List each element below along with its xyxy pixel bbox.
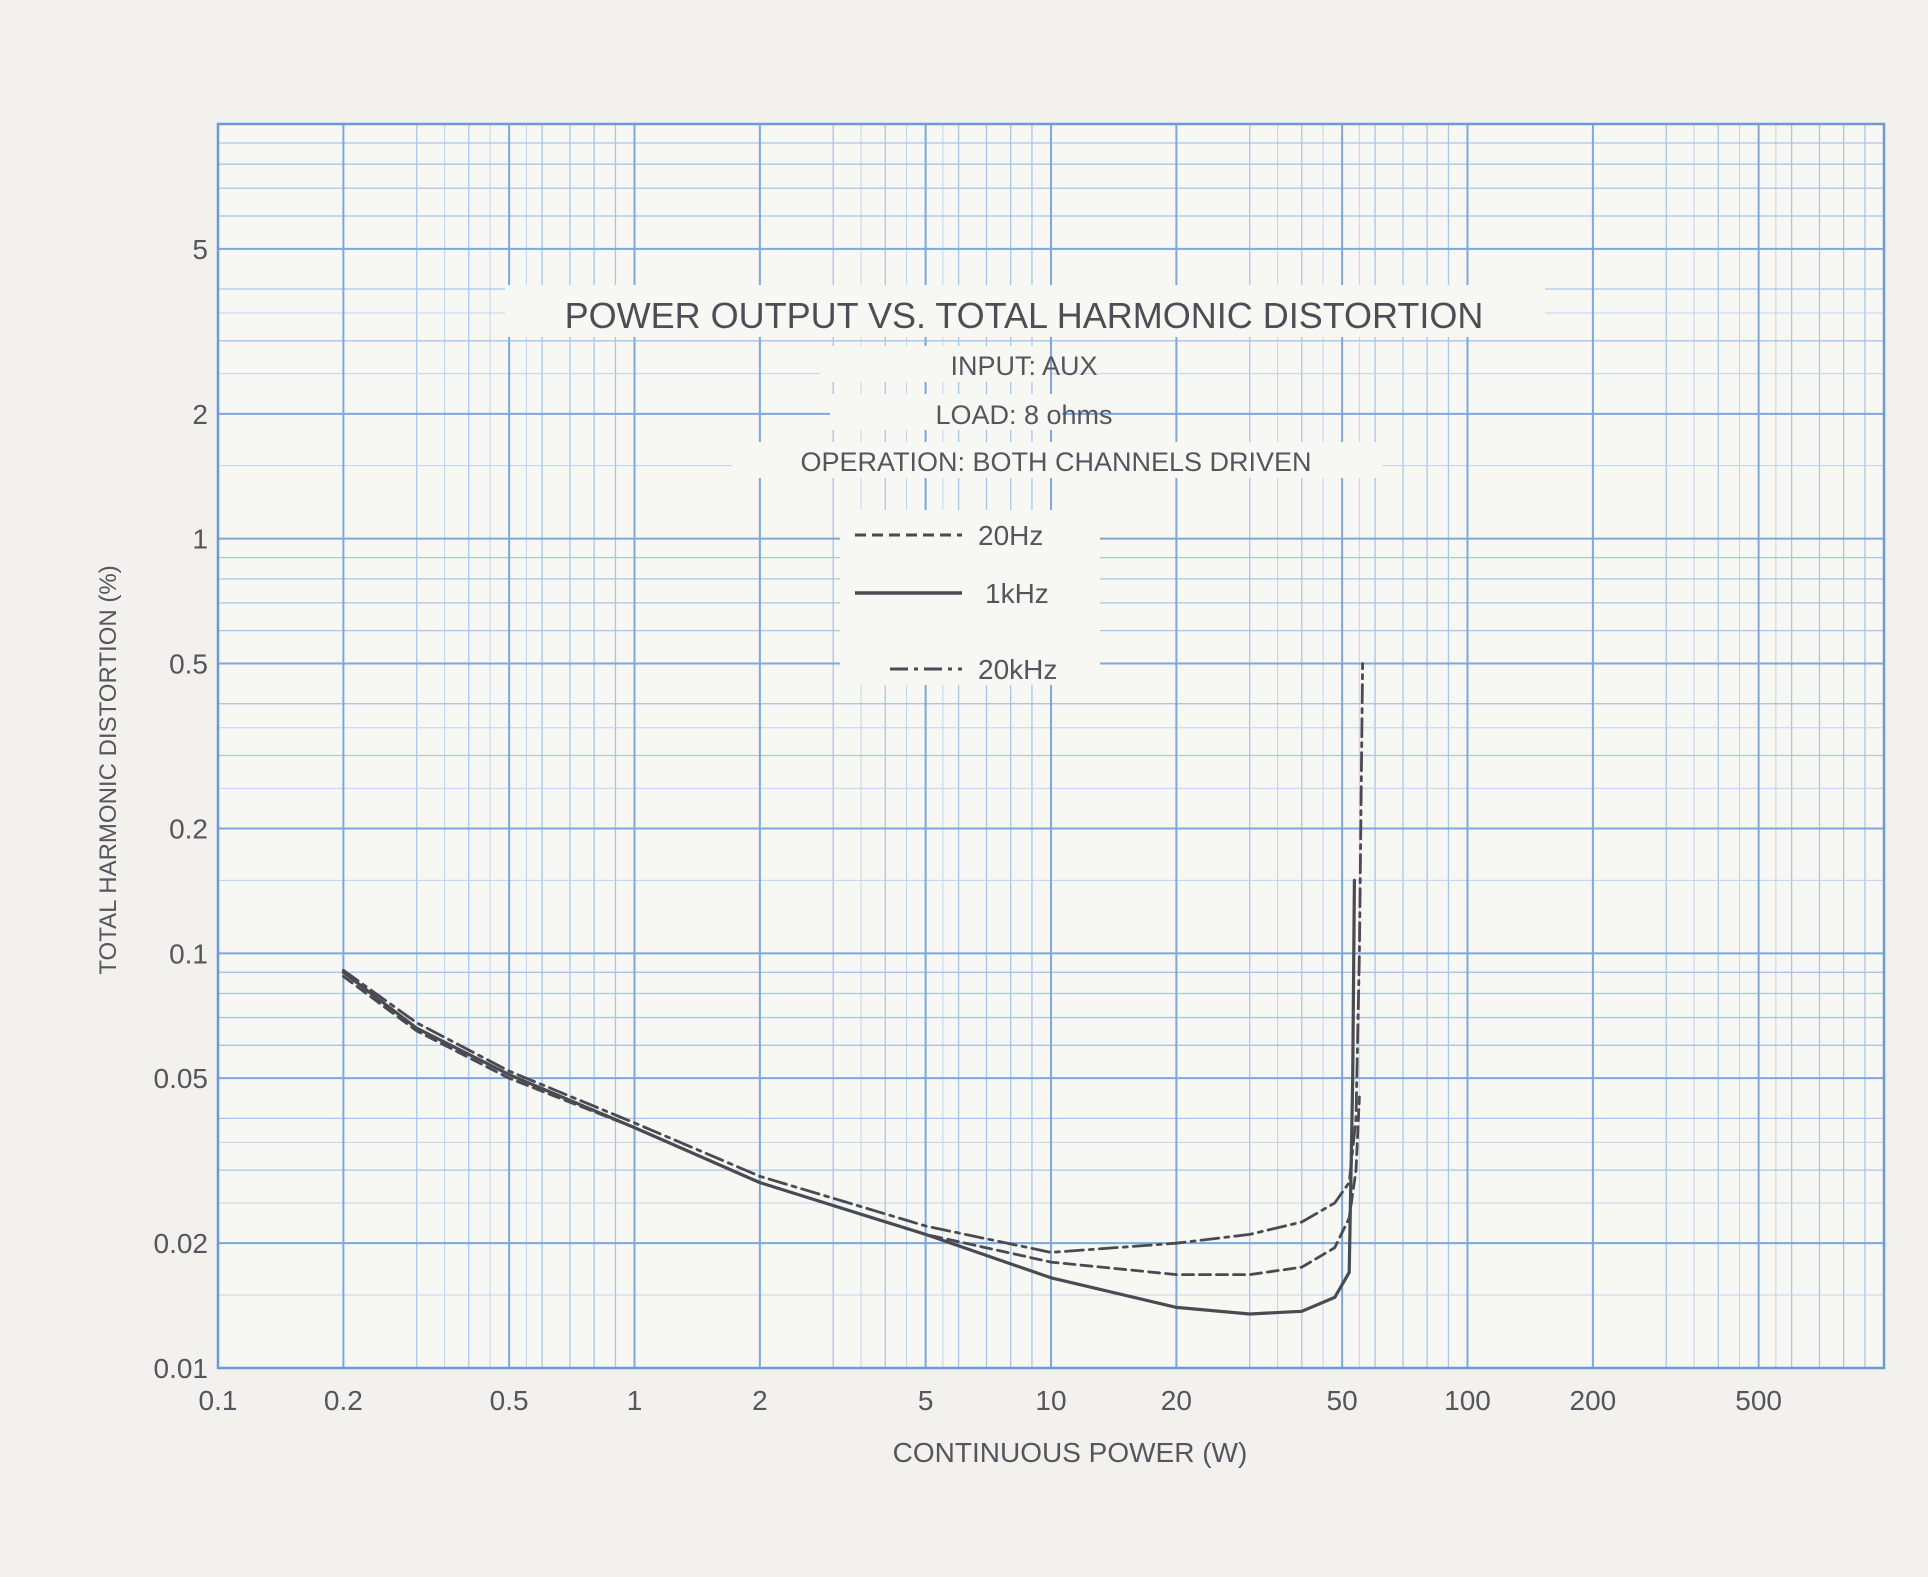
legend-backdrop: [840, 510, 1100, 685]
x-tick-label: 1: [627, 1385, 643, 1416]
chart-heading-block: POWER OUTPUT VS. TOTAL HARMONIC DISTORTI…: [505, 285, 1545, 478]
x-tick-label: 0.2: [324, 1385, 363, 1416]
y-tick-label: 0.02: [154, 1228, 209, 1259]
x-tick-label: 0.5: [490, 1385, 529, 1416]
y-tick-label: 5: [192, 234, 208, 265]
y-tick-label: 0.01: [154, 1353, 209, 1384]
subtitle-operation: OPERATION: BOTH CHANNELS DRIVEN: [800, 447, 1311, 477]
subtitle-backdrop-1: [820, 346, 1050, 382]
legend-label-20khz: 20kHz: [978, 654, 1057, 685]
x-tick-label: 200: [1570, 1385, 1617, 1416]
chart-title: POWER OUTPUT VS. TOTAL HARMONIC DISTORTI…: [565, 295, 1484, 336]
title-backdrop: [505, 285, 1545, 337]
legend: 20Hz 1kHz 20kHz: [840, 510, 1100, 685]
y-tick-label: 2: [192, 399, 208, 430]
legend-label-20hz: 20Hz: [978, 520, 1043, 551]
y-axis-label: TOTAL HARMONIC DISTORTION (%): [95, 565, 122, 974]
x-tick-label: 5: [918, 1385, 934, 1416]
y-tick-labels: 0.01 0.02 0.05 0.1 0.2 0.5 1 2 5: [154, 234, 209, 1384]
legend-label-1khz: 1kHz: [985, 578, 1049, 609]
x-tick-label: 20: [1161, 1385, 1192, 1416]
x-tick-labels: 0.1 0.2 0.5 1 2 5 10 20 50 100 200 500: [199, 1385, 1782, 1416]
x-tick-label: 10: [1035, 1385, 1066, 1416]
subtitle-backdrop-2: [830, 394, 1062, 430]
plot-frame: [216, 122, 1886, 1370]
x-tick-label: 50: [1327, 1385, 1358, 1416]
x-tick-label: 0.1: [199, 1385, 238, 1416]
series-layer: [341, 662, 1364, 1316]
subtitle-load: LOAD: 8 ohms: [935, 400, 1112, 430]
y-tick-label: 0.5: [169, 648, 208, 679]
x-tick-label: 2: [752, 1385, 768, 1416]
y-tick-label: 0.1: [169, 938, 208, 969]
x-tick-label: 100: [1444, 1385, 1491, 1416]
x-axis-label: CONTINUOUS POWER (W): [893, 1437, 1248, 1468]
y-tick-label: 1: [192, 524, 208, 555]
series-line-20khz: [342, 662, 1364, 1254]
y-tick-label: 0.2: [169, 814, 208, 845]
series-line-1khz: [341, 878, 1356, 1316]
x-tick-label: 500: [1735, 1385, 1782, 1416]
subtitle-backdrop-3: [732, 442, 1382, 478]
y-tick-label: 0.05: [154, 1063, 209, 1094]
series-line-20hz: [342, 975, 1361, 1276]
subtitle-input: INPUT: AUX: [950, 351, 1097, 381]
